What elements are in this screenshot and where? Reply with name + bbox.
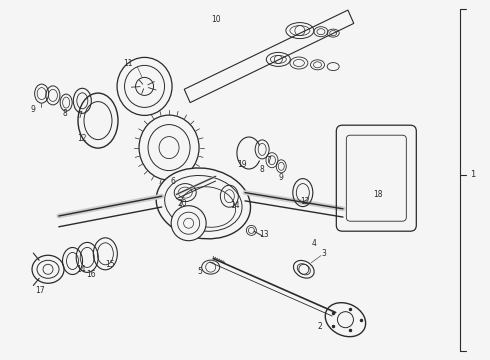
Text: 8: 8 (62, 109, 67, 118)
Text: 13: 13 (259, 230, 269, 239)
Text: 9: 9 (31, 105, 36, 114)
Text: 4: 4 (311, 239, 316, 248)
Ellipse shape (171, 206, 206, 241)
Text: 20: 20 (177, 199, 187, 208)
Text: 11: 11 (123, 58, 133, 68)
Text: 1: 1 (470, 170, 475, 179)
Text: 18: 18 (373, 190, 383, 199)
Text: 9: 9 (279, 173, 284, 181)
Text: 16: 16 (86, 270, 96, 279)
Text: 8: 8 (260, 165, 265, 174)
Text: 17: 17 (35, 287, 45, 295)
Text: 2: 2 (317, 323, 322, 331)
Text: 12: 12 (77, 134, 87, 143)
Text: 7: 7 (266, 156, 271, 165)
Text: 12: 12 (300, 197, 310, 206)
Text: 19: 19 (237, 161, 246, 169)
Text: 5: 5 (197, 267, 202, 276)
Ellipse shape (156, 168, 250, 239)
Text: 3: 3 (321, 249, 326, 258)
Text: 6: 6 (170, 177, 175, 186)
Text: 14: 14 (230, 201, 240, 210)
Text: 7: 7 (77, 112, 82, 120)
Text: 15: 15 (105, 260, 115, 269)
Text: 10: 10 (211, 15, 220, 24)
Text: 14: 14 (76, 265, 86, 274)
